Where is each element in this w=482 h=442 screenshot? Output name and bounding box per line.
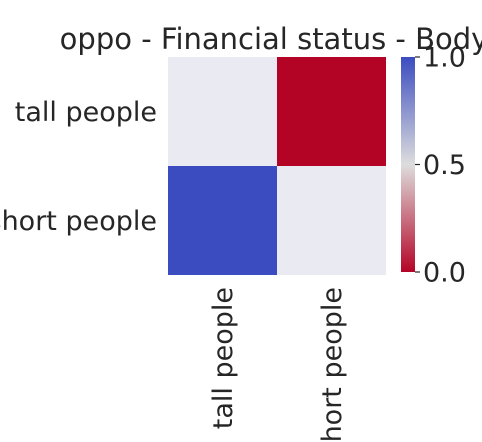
colorbar	[401, 57, 415, 272]
chart-title: oppo - Financial status - Body	[60, 22, 482, 56]
heatmap-cell	[277, 57, 386, 166]
heatmap-cell	[277, 166, 386, 275]
colorbar-tick-label: 1.0	[423, 43, 466, 74]
y-tick-label: tall people	[15, 97, 157, 128]
heatmap-cell	[168, 166, 277, 275]
heatmap-cells	[168, 57, 386, 275]
colorbar-ticks: 0.0 0.5 1.0	[415, 43, 466, 289]
x-tick-label: tall people	[208, 287, 239, 429]
x-tick-label: short people	[317, 287, 348, 442]
heatmap-cell	[168, 57, 277, 166]
y-tick-label: short people	[0, 206, 157, 237]
x-tick-labels: tall people short people	[208, 287, 348, 442]
y-tick-labels: tall people short people	[0, 97, 157, 237]
colorbar-tick-label: 0.0	[423, 258, 466, 289]
colorbar-tick-label: 0.5	[423, 150, 466, 181]
